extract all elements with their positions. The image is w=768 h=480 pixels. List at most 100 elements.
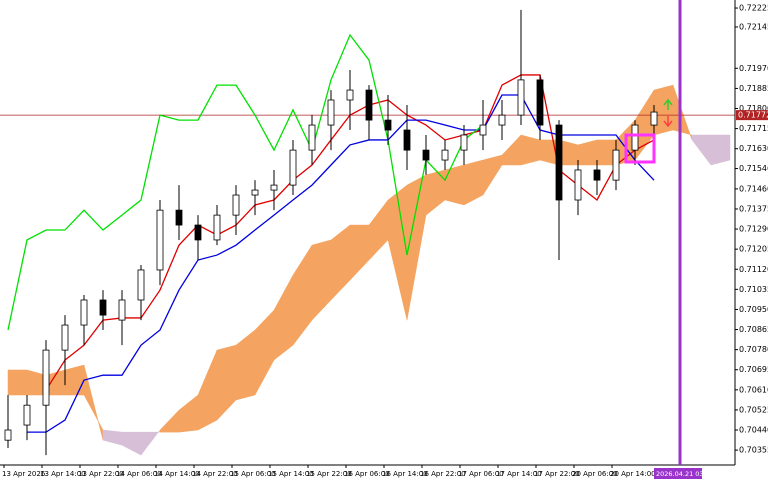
candle-body [23, 404, 31, 426]
candle-body [346, 89, 354, 101]
candle-body [194, 224, 202, 241]
y-tick-label: 0.71715 [739, 124, 768, 133]
candle-body [308, 124, 316, 151]
y-tick-label: 0.71205 [739, 245, 768, 254]
y-tick-label: 0.70355 [739, 446, 768, 455]
cloud-layer [7, 84, 731, 456]
x-tick-label: 17 Apr 06:00 [458, 470, 504, 478]
cloud-segment [349, 224, 370, 281]
cloud-segment [387, 184, 408, 321]
candle-body [403, 129, 411, 151]
candle-body [80, 299, 88, 326]
cloud-segment [292, 244, 313, 346]
y-tick-label: 0.71885 [739, 84, 768, 93]
x-tick-label: 14 Apr 06:00 [116, 470, 162, 478]
highlight-box [624, 133, 656, 164]
cloud-segment [653, 84, 674, 136]
candle-body [175, 209, 183, 226]
candle-body [384, 119, 392, 131]
candle-body [555, 124, 563, 201]
x-tick-label: 20 Apr 14:00 [610, 470, 656, 478]
cloud-segment [102, 429, 123, 446]
x-tick-label: 14 Apr 14:00 [154, 470, 200, 478]
cloud-segment [330, 224, 351, 301]
cloud-segment [121, 431, 142, 456]
candle-body [593, 169, 601, 181]
x-tick-label: 15 Apr 22:00 [306, 470, 352, 478]
indicator-line [27, 94, 655, 433]
candle-body [137, 269, 145, 301]
y-tick-label: 0.71546 [739, 164, 768, 173]
candle-body [213, 214, 221, 241]
candle-layer [4, 9, 658, 456]
candle-body [251, 189, 259, 196]
cloud-segment [254, 309, 275, 396]
cloud-segment [672, 85, 693, 141]
y-tick-label: 0.72145 [739, 22, 768, 31]
candle-body [460, 134, 468, 151]
cloud-segment [520, 134, 541, 166]
candle-body [232, 194, 240, 216]
candle-body [517, 79, 525, 116]
candle-body [422, 149, 430, 161]
candle-body [99, 299, 107, 316]
x-tick-label: 15 Apr 14:00 [268, 470, 314, 478]
candle-body [61, 324, 69, 351]
x-tick-label: 14 Apr 22:00 [192, 470, 238, 478]
x-tick-label: 13 Apr 22:00 [78, 470, 124, 478]
candle-body [574, 169, 582, 201]
x-tick-label: 17 Apr 14:00 [496, 470, 542, 478]
cloud-segment [273, 275, 294, 361]
candle-body [612, 149, 620, 181]
y-tick-label: 0.72225 [739, 4, 768, 13]
cloud-segment [482, 154, 503, 196]
price-label-box [736, 110, 768, 121]
cloud-segment [501, 134, 522, 166]
time-marker-box [654, 468, 702, 479]
up-arrow [663, 98, 673, 110]
x-tick-label: 16 Apr 06:00 [344, 470, 390, 478]
candle-body [4, 429, 12, 441]
candle-body [631, 124, 639, 151]
cloud-segment [444, 164, 465, 206]
candle-body [327, 99, 335, 126]
x-tick-label: 16 Apr 22:00 [420, 470, 466, 478]
candle-body [118, 299, 126, 321]
cloud-segment [691, 134, 712, 166]
candle-body [365, 89, 373, 121]
x-tick-label: 17 Apr 22:00 [534, 470, 580, 478]
candle-body [289, 149, 297, 186]
price-label: 0.71772 [738, 111, 768, 120]
y-tick-label: 0.70865 [739, 325, 768, 334]
cloud-segment [406, 174, 427, 321]
cloud-segment [577, 139, 598, 166]
cloud-segment [710, 134, 731, 166]
time-marker-label: 2026.04.21 03:00 [656, 470, 714, 478]
cloud-segment [159, 409, 180, 433]
cloud-segment [7, 369, 28, 396]
cloud-segment [463, 159, 484, 206]
x-tick-label: 16 Apr 14:00 [382, 470, 428, 478]
x-tick-label: 13 Apr 14:00 [40, 470, 86, 478]
overlay-layer [624, 98, 673, 164]
cloud-segment [64, 364, 85, 396]
x-tick-label: 13 Apr 2026 [2, 470, 46, 478]
cloud-segment [235, 329, 256, 401]
cloud-segment [140, 429, 161, 456]
candle-body [42, 349, 50, 406]
candle-body [270, 184, 278, 191]
y-tick-label: 0.70525 [739, 405, 768, 414]
candle-body [536, 79, 544, 126]
y-tick-label: 0.71035 [739, 285, 768, 294]
cloud-segment [197, 350, 218, 431]
cloud-segment [178, 394, 199, 433]
